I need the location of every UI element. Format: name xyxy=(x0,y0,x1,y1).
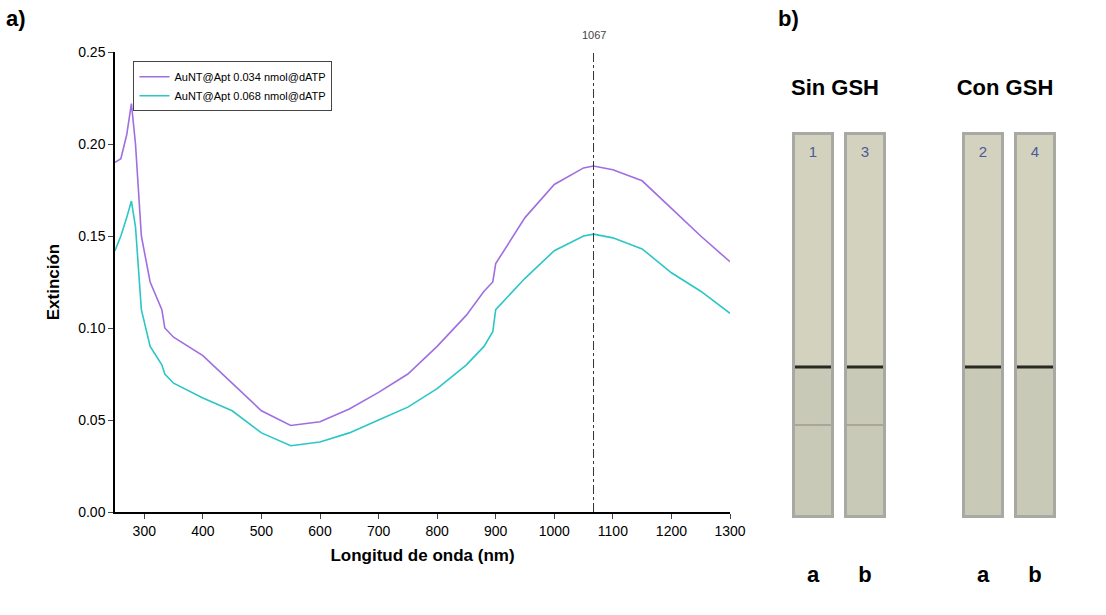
svg-text:0.00: 0.00 xyxy=(78,504,105,520)
svg-text:AuNT@Apt 0.068 nmol@dATP: AuNT@Apt 0.068 nmol@dATP xyxy=(174,90,325,102)
svg-text:400: 400 xyxy=(191,523,215,539)
svg-text:3: 3 xyxy=(861,143,869,160)
svg-text:Con GSH: Con GSH xyxy=(957,75,1054,100)
svg-text:b: b xyxy=(858,562,871,587)
svg-text:2: 2 xyxy=(979,143,987,160)
svg-text:b: b xyxy=(1028,562,1041,587)
svg-text:AuNT@Apt 0.034 nmol@dATP: AuNT@Apt 0.034 nmol@dATP xyxy=(174,71,325,83)
svg-text:0.20: 0.20 xyxy=(78,136,105,152)
svg-text:700: 700 xyxy=(367,523,391,539)
svg-text:0.15: 0.15 xyxy=(78,228,105,244)
svg-text:Extinción: Extinción xyxy=(44,244,63,321)
html-text:a): a) xyxy=(6,6,26,31)
svg-text:a: a xyxy=(807,562,820,587)
svg-text:1200: 1200 xyxy=(656,523,687,539)
svg-text:1000: 1000 xyxy=(539,523,570,539)
svg-text:300: 300 xyxy=(133,523,157,539)
svg-text:1300: 1300 xyxy=(714,523,745,539)
svg-text:Longitud de onda (nm): Longitud de onda (nm) xyxy=(330,546,514,565)
svg-text:800: 800 xyxy=(425,523,449,539)
svg-text:0.10: 0.10 xyxy=(78,320,105,336)
svg-text:900: 900 xyxy=(484,523,508,539)
html-text:b): b) xyxy=(778,6,799,31)
svg-text:1067: 1067 xyxy=(582,29,606,41)
svg-text:500: 500 xyxy=(250,523,274,539)
svg-text:4: 4 xyxy=(1031,143,1039,160)
svg-text:1: 1 xyxy=(809,143,817,160)
svg-text:a: a xyxy=(977,562,990,587)
svg-text:600: 600 xyxy=(308,523,332,539)
svg-text:Sin GSH: Sin GSH xyxy=(791,75,879,100)
svg-text:0.05: 0.05 xyxy=(78,412,105,428)
svg-text:1100: 1100 xyxy=(598,523,628,539)
svg-text:0.25: 0.25 xyxy=(78,44,105,60)
